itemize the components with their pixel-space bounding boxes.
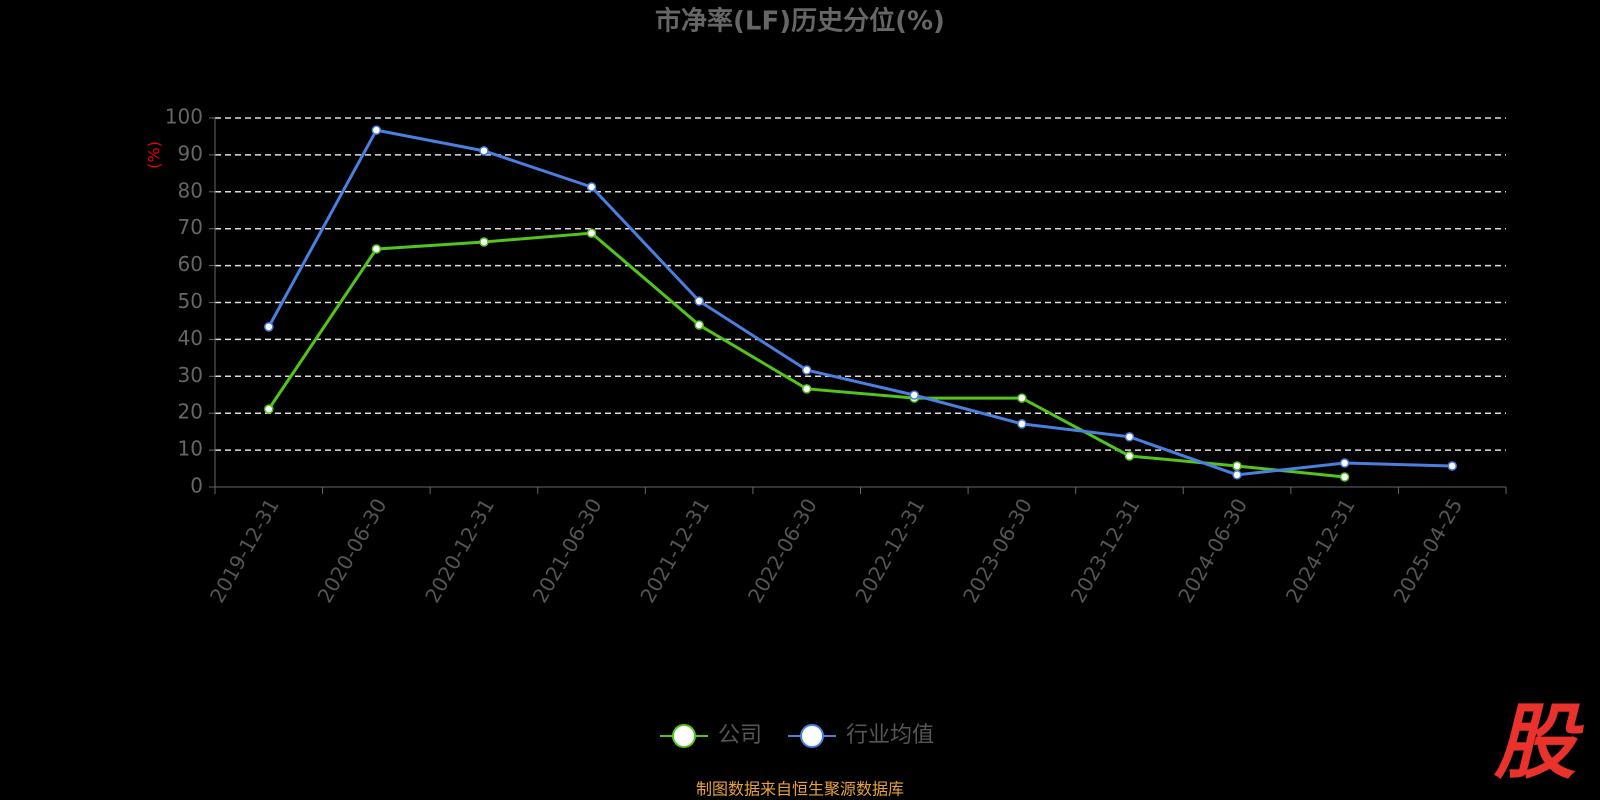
data-point <box>586 228 597 238</box>
data-point <box>1017 393 1027 403</box>
data-point <box>1124 451 1135 461</box>
data-point <box>1232 470 1242 480</box>
y-tick-label: 50 <box>178 289 203 313</box>
data-point <box>1339 458 1350 468</box>
x-tick-label: 2020-12-31 <box>420 494 499 607</box>
legend-label: 行业均值 <box>846 723 934 748</box>
x-tick-label: 2024-12-31 <box>1281 494 1360 607</box>
y-tick-label: 80 <box>178 178 203 202</box>
series-line <box>267 128 1453 477</box>
legend-marker <box>672 724 696 748</box>
x-tick-label: 2022-06-30 <box>743 494 822 607</box>
logo: 股 <box>1493 695 1584 790</box>
data-point <box>264 404 274 414</box>
y-tick-label: 40 <box>178 326 203 350</box>
x-tick-label: 2021-06-30 <box>528 494 607 607</box>
y-tick-label: 90 <box>178 141 203 165</box>
legend-marker <box>800 724 825 748</box>
data-point <box>1447 461 1457 471</box>
legend-label: 公司 <box>718 723 762 748</box>
series-line <box>267 231 1345 479</box>
x-tick-label: 2019-12-31 <box>205 494 284 607</box>
chart-title: 市净率(LF)历史分位(%) <box>655 6 945 37</box>
x-tick-label: 2021-12-31 <box>635 494 714 607</box>
data-point <box>801 384 812 394</box>
y-tick-label: 70 <box>178 215 203 239</box>
source-note: 制图数据来自恒生聚源数据库 <box>696 780 904 799</box>
y-tick-label: 20 <box>178 400 203 424</box>
y-tick-label: 0 <box>190 474 203 498</box>
x-tick-label: 2023-06-30 <box>958 494 1037 607</box>
x-tick-label: 2025-04-25 <box>1388 494 1467 607</box>
data-point <box>694 296 704 306</box>
x-tick-label: 2024-06-30 <box>1173 494 1252 607</box>
y-tick-label: 10 <box>178 437 203 461</box>
data-point <box>586 182 597 192</box>
data-point <box>479 237 489 247</box>
data-point <box>371 125 382 135</box>
data-point <box>1232 461 1242 471</box>
x-tick-label: 2023-12-31 <box>1066 494 1145 607</box>
data-point <box>909 390 920 400</box>
data-point <box>1339 472 1350 482</box>
data-point <box>801 365 812 375</box>
data-point <box>1124 432 1135 442</box>
x-tick-label: 2022-12-31 <box>850 494 929 607</box>
data-point <box>1017 419 1027 429</box>
y-tick-label: 30 <box>178 363 203 387</box>
y-axis-label: (%) <box>145 141 164 169</box>
data-point <box>479 146 489 156</box>
y-tick-label: 60 <box>178 252 203 276</box>
data-point <box>694 320 704 330</box>
y-tick-label: 100 <box>165 105 203 129</box>
data-point <box>264 322 274 332</box>
data-point <box>371 244 382 254</box>
x-tick-label: 2020-06-30 <box>313 494 392 607</box>
